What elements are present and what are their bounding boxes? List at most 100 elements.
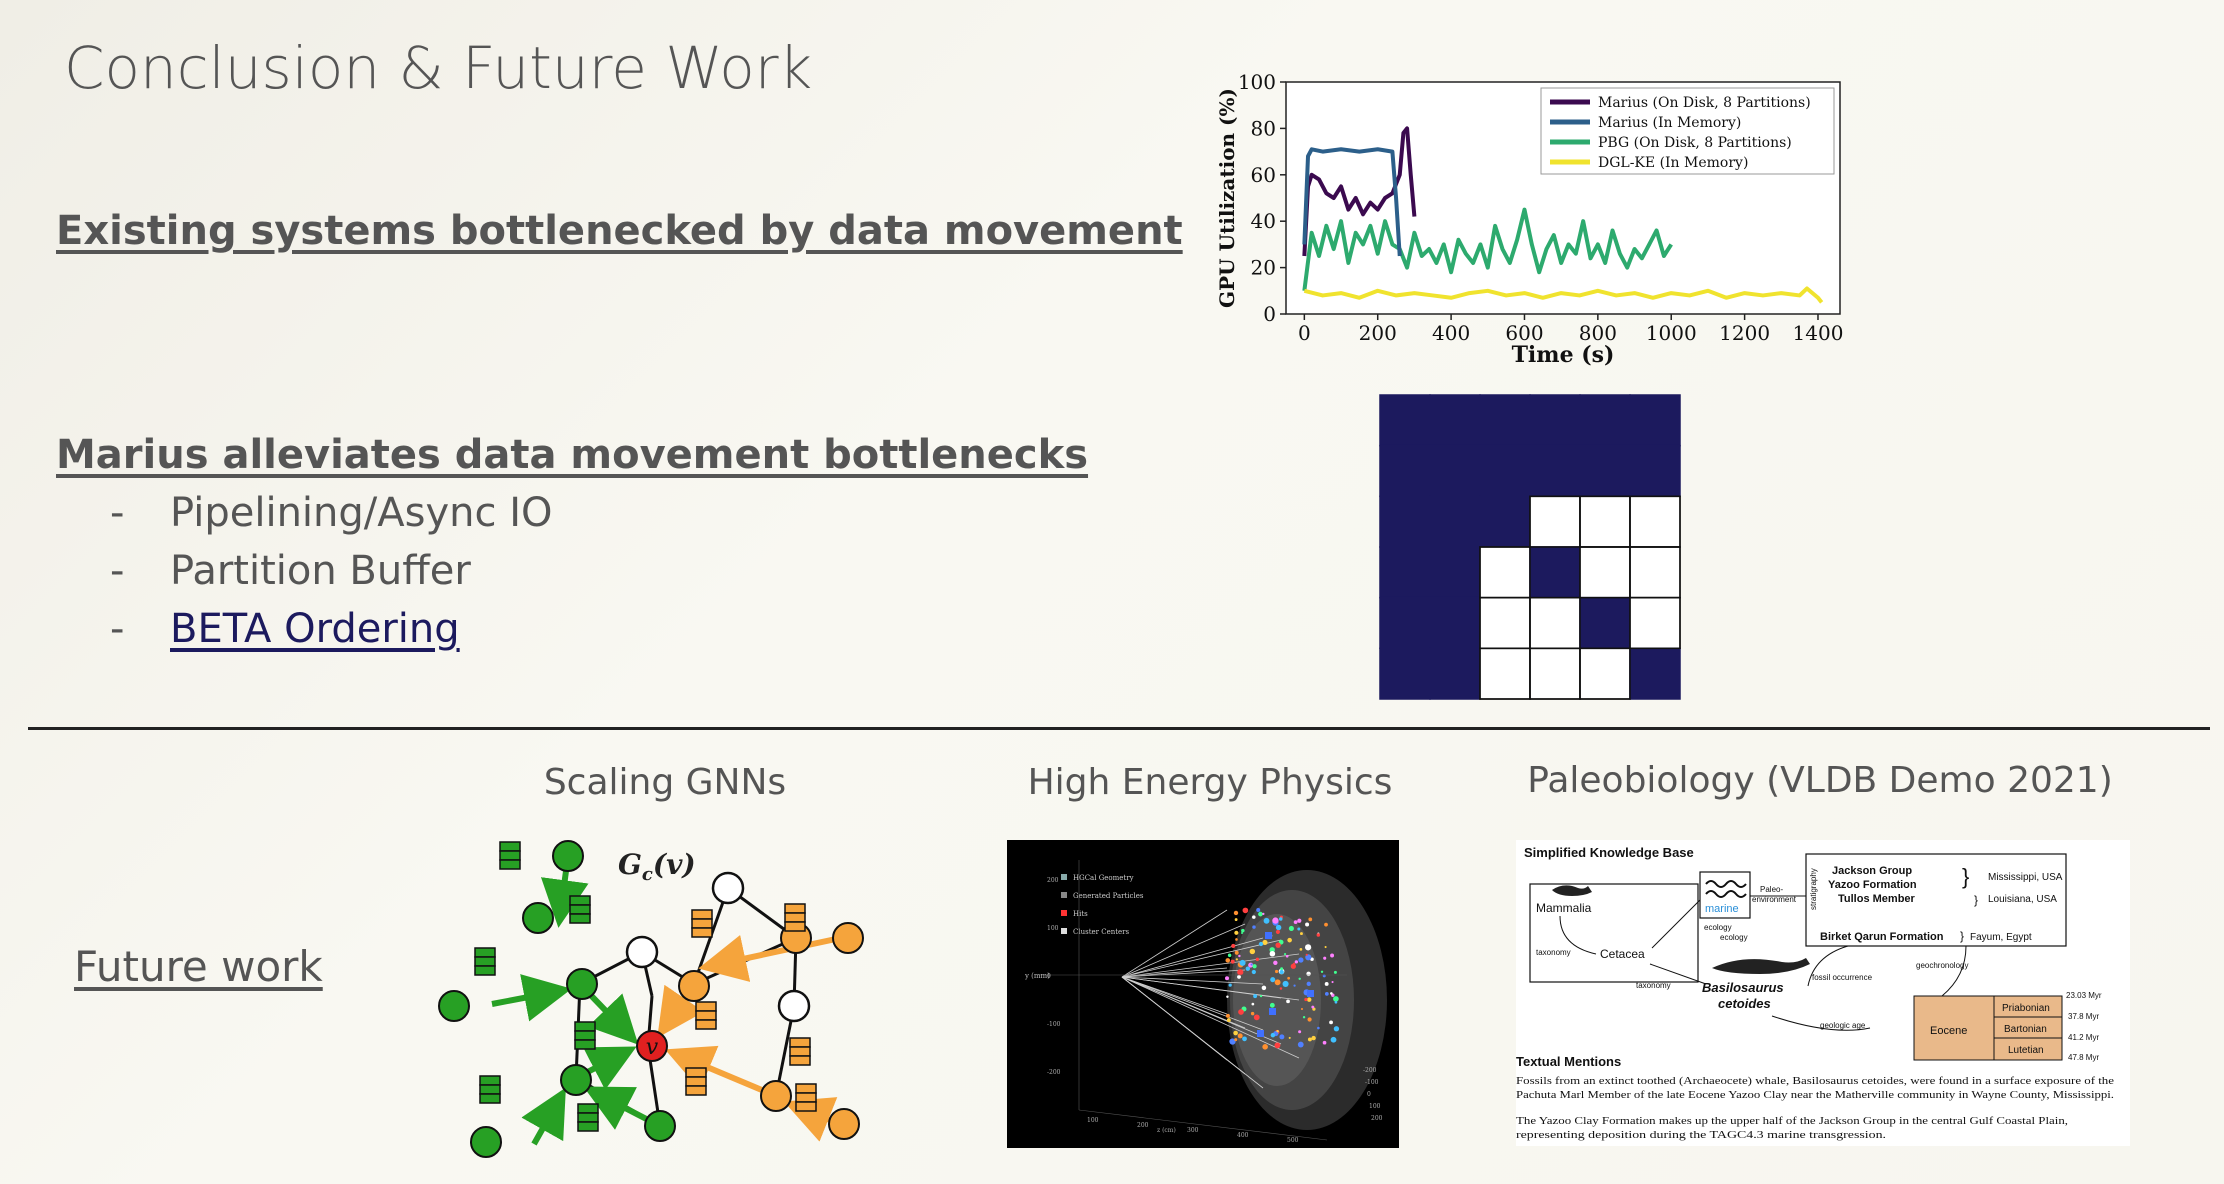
svg-text:}: } bbox=[1960, 929, 1964, 943]
feature-vector-block bbox=[695, 1019, 717, 1030]
beta-ordering-link[interactable]: BETA Ordering bbox=[170, 606, 460, 652]
kb-louisiana: Louisiana, USA bbox=[1988, 894, 2057, 905]
gnn-node-orange bbox=[828, 1108, 860, 1140]
matrix-cell bbox=[1579, 495, 1631, 548]
kb-birket: Birket Qarun Formation bbox=[1820, 931, 1944, 943]
matrix-cell bbox=[1379, 596, 1431, 650]
gnn-node-green bbox=[552, 840, 584, 872]
feature-vector-block bbox=[691, 918, 713, 929]
kb-mention-1-line-2: Pachuta Marl Member of the late Eocene Y… bbox=[1516, 1090, 2114, 1101]
feature-vector-block bbox=[685, 1076, 707, 1087]
feature-vector-block bbox=[695, 1010, 717, 1021]
hep-y-axis-label: y (mm) bbox=[1024, 972, 1050, 980]
kb-yazoo-formation: Yazoo Formation bbox=[1828, 879, 1917, 891]
gnn-node-green bbox=[560, 1064, 592, 1096]
kb-edge-ecology-1: ecology bbox=[1704, 923, 1732, 932]
caption-high-energy-physics: High Energy Physics bbox=[1027, 762, 1393, 803]
x-tick-label: 400 bbox=[1432, 321, 1470, 345]
feature-vector-block bbox=[789, 1037, 811, 1048]
feature-vector-block bbox=[569, 895, 591, 906]
feature-vector-block bbox=[574, 1030, 596, 1041]
hep-y-tick: 200 bbox=[1047, 877, 1059, 884]
feature-vector-block bbox=[577, 1103, 599, 1114]
hep-visualization: HGCal Geometry Generated Particles Hits Clu… bbox=[1007, 840, 1399, 1148]
feature-vector-block bbox=[795, 1083, 817, 1094]
series-line-1 bbox=[1302, 147, 1402, 257]
x-tick-label: 800 bbox=[1579, 321, 1617, 345]
heading-marius: Marius alleviates data movement bottlene… bbox=[56, 432, 1089, 478]
kb-edge-fossil-occurrence: fossil occurrence bbox=[1812, 973, 1873, 982]
kb-tullos-member: Tullos Member bbox=[1838, 893, 1916, 905]
bullet-pipelining: - Pipelining/Async IO bbox=[110, 490, 553, 536]
feature-vector-block bbox=[479, 1084, 501, 1095]
matrix-cell bbox=[1579, 546, 1631, 599]
kb-mammalia: Mammalia bbox=[1536, 901, 1592, 915]
matrix-cell bbox=[1629, 596, 1681, 650]
svg-text:}: } bbox=[1962, 864, 1969, 889]
caption-paleobiology: Paleobiology (VLDB Demo 2021) bbox=[1527, 760, 2113, 801]
hep-y-tick: -100 bbox=[1047, 1021, 1061, 1028]
x-tick-label: 600 bbox=[1505, 321, 1543, 345]
gnn-center-label: v bbox=[646, 1035, 659, 1060]
hep-legend-entry: Hits bbox=[1073, 910, 1088, 918]
matrix-cell bbox=[1429, 546, 1481, 599]
kb-mention-1-line-1: Fossils from an extinct toothed (Archaeo… bbox=[1516, 1076, 2115, 1087]
matrix-cell bbox=[1529, 596, 1581, 650]
kb-cetacea: Cetacea bbox=[1600, 947, 1645, 961]
hep-x-tick: 500 bbox=[1287, 1137, 1299, 1144]
hep-legend-entry: Generated Particles bbox=[1073, 892, 1144, 900]
matrix-cell bbox=[1479, 394, 1531, 447]
caption-scaling-gnns: Scaling GNNs bbox=[543, 762, 787, 803]
matrix-cell bbox=[1379, 647, 1431, 700]
matrix-cell bbox=[1479, 495, 1531, 548]
svg-text:}: } bbox=[1974, 893, 1978, 907]
kb-mississippi: Mississippi, USA bbox=[1988, 872, 2063, 883]
hep-right-tick: 100 bbox=[1369, 1103, 1381, 1110]
feature-vector-block bbox=[789, 1046, 811, 1057]
hep-right-tick: -100 bbox=[1365, 1079, 1379, 1086]
y-tick-label: 40 bbox=[1251, 209, 1276, 233]
gnn-label-arg: (v) bbox=[653, 848, 696, 881]
bullet-partition-buffer-label: Partition Buffer bbox=[170, 548, 471, 594]
feature-vector-block bbox=[695, 1001, 717, 1012]
y-tick-label: 0 bbox=[1263, 302, 1276, 326]
matrix-cell bbox=[1629, 546, 1681, 599]
series-line-2 bbox=[1302, 207, 1673, 292]
feature-vector-block bbox=[577, 1121, 599, 1132]
hep-x-tick: 300 bbox=[1187, 1127, 1199, 1134]
matrix-cell bbox=[1529, 647, 1581, 700]
chart-legend: Marius (On Disk, 8 Partitions) Marius (In… bbox=[1540, 87, 1835, 175]
kb-textual-title: Textual Mentions bbox=[1516, 1054, 1621, 1069]
feature-vector-block bbox=[479, 1093, 501, 1104]
chart-xlabel: Time (s) bbox=[1512, 342, 1615, 368]
feature-vector-block bbox=[474, 965, 496, 976]
gnn-node-green bbox=[522, 902, 554, 934]
gnn-node-white bbox=[777, 989, 811, 1023]
kb-edge-geochronology: geochronology bbox=[1916, 961, 1968, 970]
kb-mention-2-line-1: The Yazoo Clay Formation makes up the up… bbox=[1516, 1116, 2068, 1127]
slide-title: Conclusion & Future Work bbox=[64, 34, 813, 102]
feature-vector-block bbox=[499, 841, 521, 852]
matrix-cell bbox=[1529, 546, 1581, 599]
feature-vector-block bbox=[691, 927, 713, 938]
hep-legend-entry: Cluster Centers bbox=[1073, 928, 1130, 936]
feature-vector-block bbox=[574, 1021, 596, 1032]
kb-edge-taxonomy-2: taxonomy bbox=[1636, 981, 1671, 990]
feature-vector-block bbox=[474, 956, 496, 967]
kb-priabonian: Priabonian bbox=[2002, 1003, 2050, 1014]
feature-vector-block bbox=[784, 921, 806, 932]
kb-bartonian: Bartonian bbox=[2004, 1024, 2047, 1035]
kb-jackson-group: Jackson Group bbox=[1832, 865, 1912, 877]
matrix-cell bbox=[1479, 546, 1531, 599]
matrix-cell bbox=[1429, 596, 1481, 650]
hep-y-tick: 100 bbox=[1047, 925, 1059, 932]
kb-edge-geologic-age: geologic age bbox=[1820, 1021, 1866, 1030]
matrix-cell bbox=[1429, 444, 1481, 498]
matrix-cell bbox=[1479, 444, 1531, 498]
x-tick-label: 0 bbox=[1298, 321, 1311, 345]
kb-age-2: 41.2 Myr bbox=[2068, 1033, 2099, 1042]
x-tick-label: 1400 bbox=[1793, 321, 1844, 345]
gpu-utilization-chart: 0 20 40 60 80 100 0 200 400 600 800 1000 1200 1400 T… bbox=[1215, 70, 1844, 368]
y-tick-label: 60 bbox=[1251, 163, 1276, 187]
feature-vector-block bbox=[795, 1101, 817, 1112]
